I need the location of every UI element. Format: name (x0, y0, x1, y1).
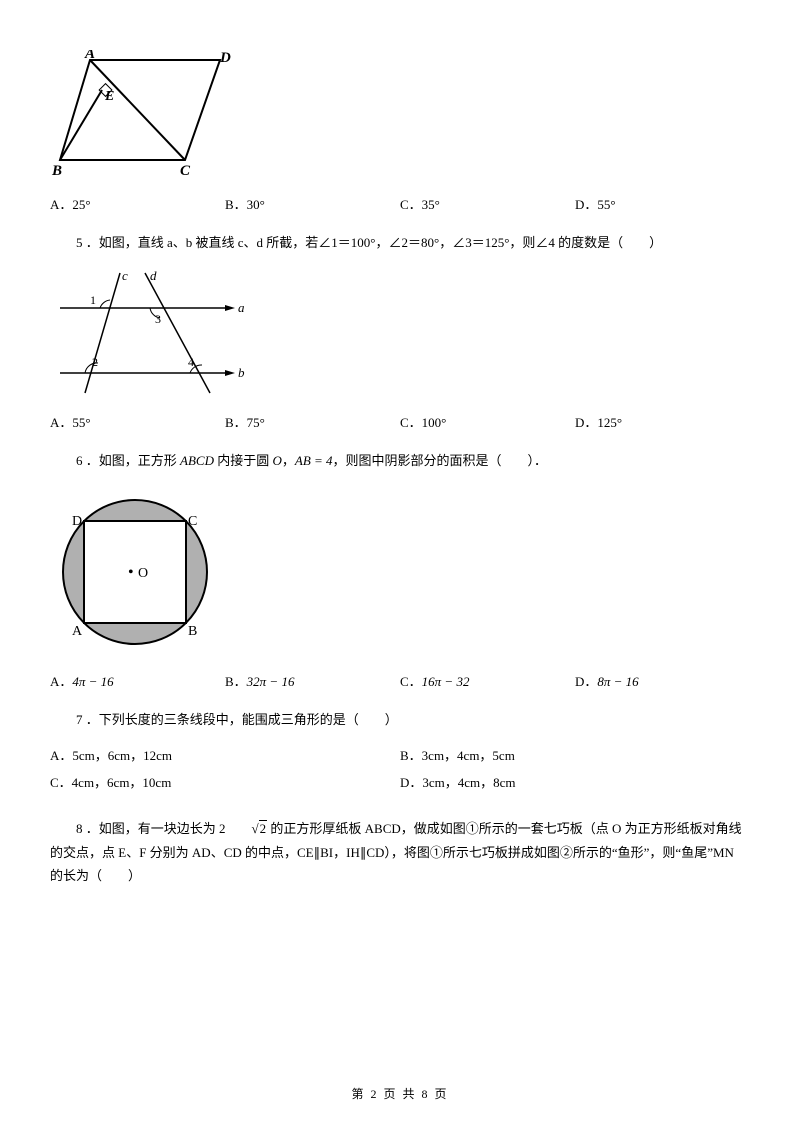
q5-opt-c: C．100° (400, 412, 575, 431)
angle-4: 4 (188, 355, 194, 369)
q4-options: A．25° B．30° C．35° D．55° (50, 194, 750, 213)
q6-opt-a: A．4π − 16 (50, 671, 225, 690)
q7-text: 7 ．下列长度的三条线段中，能围成三角形的是（ ） (50, 708, 750, 731)
q5-opt-a: A．55° (50, 412, 225, 431)
q5-options: A．55° B．75° C．100° D．125° (50, 412, 750, 431)
q8-pre: 8 ．如图，有一块边长为 2 (76, 821, 226, 836)
q7-opt-b: B．3cm，4cm，5cm (400, 745, 750, 764)
q6-opt-b: B．32π − 16 (225, 671, 400, 690)
page-footer: 第 2 页 共 8 页 (0, 1085, 800, 1102)
angle-1: 1 (90, 293, 96, 307)
q6-opt-d: D．8π − 16 (575, 671, 750, 690)
q6-options: A．4π − 16 B．32π − 16 C．16π − 32 D．8π − 1… (50, 671, 750, 690)
angle-3: 3 (155, 312, 161, 326)
q7-opt-c: C．4cm，6cm，10cm (50, 772, 400, 791)
q4-opt-b: B．30° (225, 194, 400, 213)
label-a: a (238, 300, 245, 315)
q4-figure: A D B C E (50, 50, 750, 184)
q8-text: 8 ．如图，有一块边长为 22 的正方形厚纸板 ABCD，做成如图①所示的一套七… (50, 817, 750, 887)
label-d: d (150, 268, 157, 283)
label-D: D (219, 50, 231, 66)
q6-opt-c: C．16π − 32 (400, 671, 575, 690)
label-O: O (138, 566, 148, 581)
q6-mid2: ， (282, 453, 295, 468)
angle-2: 2 (92, 355, 98, 369)
q7-opt-a: A．5cm，6cm，12cm (50, 745, 400, 764)
q6-abcd: ABCD (180, 453, 214, 468)
q5-opt-b: B．75° (225, 412, 400, 431)
center-dot: • (128, 564, 134, 581)
q7-opt-d: D．3cm，4cm，8cm (400, 772, 750, 791)
q5-figure: c d a b 1 3 2 4 (50, 268, 750, 402)
label-c: c (122, 268, 128, 283)
q4-opt-a: A．25° (50, 194, 225, 213)
label-A: A (84, 50, 95, 62)
q5-opt-d: D．125° (575, 412, 750, 431)
q6-text: 6 ．如图，正方形 ABCD 内接于圆 O，AB = 4，则图中阴影部分的面积是… (50, 449, 750, 472)
page-current: 2 (370, 1087, 378, 1101)
label-B: B (188, 624, 197, 639)
q6-O: O (272, 453, 281, 468)
sqrt-icon: 2 (226, 817, 268, 840)
label-E: E (104, 89, 114, 104)
label-B: B (51, 163, 62, 179)
label-C: C (188, 514, 197, 529)
q6-post: ，则图中阴影部分的面积是（ ）． (333, 453, 548, 468)
label-D: D (72, 514, 82, 529)
label-C: C (180, 163, 191, 179)
q5-text: 5 ．如图，直线 a、b 被直线 c、d 所截，若∠1＝100°，∠2＝80°，… (50, 231, 750, 254)
q7-options: A．5cm，6cm，12cm B．3cm，4cm，5cm C．4cm，6cm，1… (50, 745, 750, 799)
q6-abeq: AB = 4 (295, 453, 333, 468)
label-b: b (238, 365, 245, 380)
label-A: A (72, 624, 83, 639)
page-total: 8 (422, 1087, 430, 1101)
q4-opt-c: C．35° (400, 194, 575, 213)
q6-mid1: 内接于圆 (214, 453, 273, 468)
q4-opt-d: D．55° (575, 194, 750, 213)
q6-figure: D C A B • O (50, 487, 750, 661)
q6-pre: 6 ．如图，正方形 (76, 453, 180, 468)
